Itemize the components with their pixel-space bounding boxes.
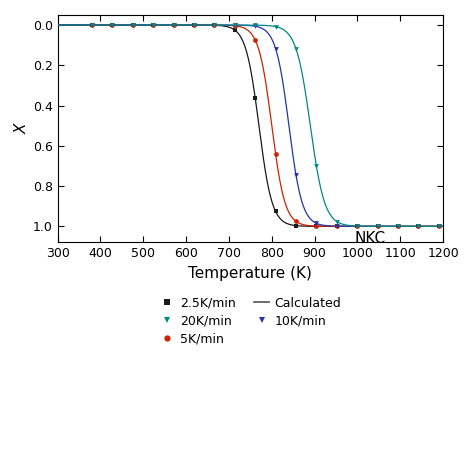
Text: NKC: NKC	[355, 231, 385, 246]
Y-axis label: X: X	[15, 123, 30, 134]
Legend: 2.5K/min, 20K/min, 5K/min, Calculated, 10K/min: 2.5K/min, 20K/min, 5K/min, Calculated, 1…	[157, 294, 344, 348]
X-axis label: Temperature (K): Temperature (K)	[189, 266, 312, 281]
